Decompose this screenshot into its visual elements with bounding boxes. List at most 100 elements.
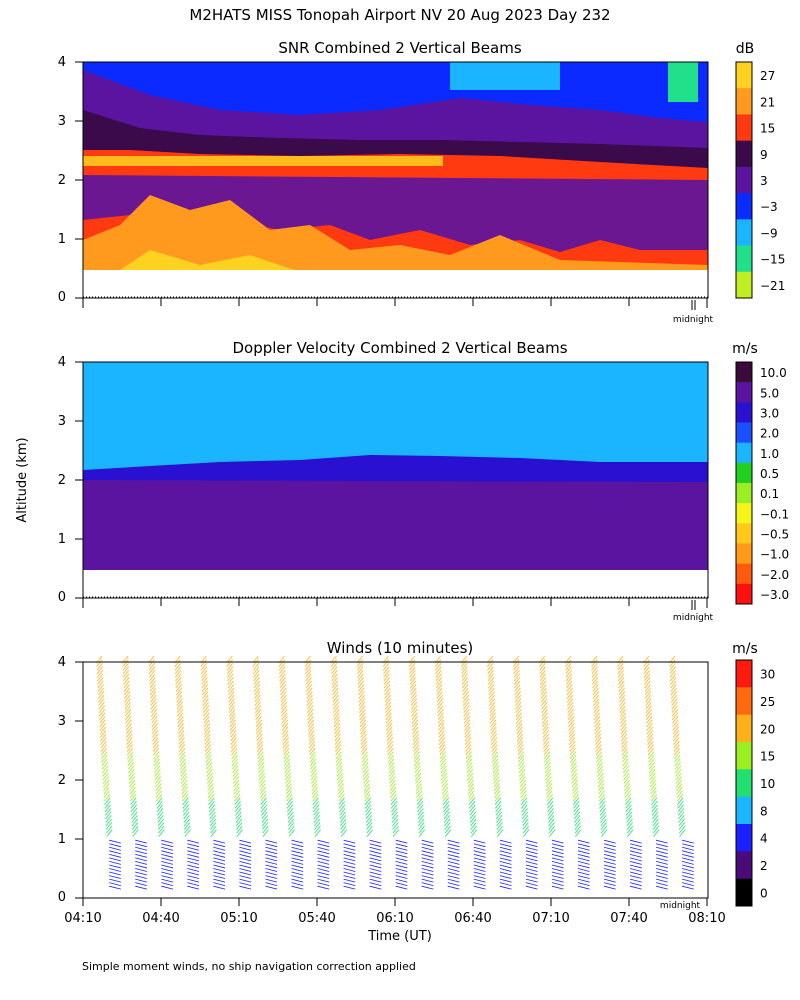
wind-barb [343,882,356,887]
wind-barb [543,737,550,745]
wind-barb [362,769,369,777]
wind-barb [541,716,549,724]
wind-barb [254,698,261,706]
wind-barb [213,864,226,869]
wind-barb [437,705,444,713]
wind-barb [447,846,460,851]
wind-barb [265,882,278,887]
wind-barb [675,776,682,784]
wind-barb [519,776,526,784]
snr-colorbar-label: 3 [760,174,768,188]
wind-barb [209,815,216,823]
wind-barb [656,868,668,872]
doppler-colorbar-swatch [736,362,752,383]
wind-barb [201,680,208,689]
snr-colorbar-swatch [736,62,752,89]
wind-barb [156,797,163,806]
wind-barb [281,708,288,717]
wind-barb [358,698,365,706]
wind-barb [278,659,285,667]
wind-barb [181,790,189,798]
wind-barb [161,864,174,869]
wind-barb [317,875,330,879]
wind-barb [656,882,668,887]
wind-barb [229,708,236,717]
wind-barb [227,670,234,678]
winds-colorbar-label: 8 [760,804,768,818]
wind-barb [213,868,226,872]
wind-barb [577,871,590,876]
wind-barb [551,857,564,862]
wind-barb [317,846,330,851]
wind-barb [127,751,134,760]
wind-barb [439,751,446,760]
wind-barb [571,776,578,784]
wind-barb [358,684,365,692]
wind-barb [343,850,356,855]
wind-barb [155,786,162,795]
wind-barb [470,829,478,837]
wind-barb [676,786,683,795]
wind-barb [130,808,138,816]
snr-colorbar-swatch [736,140,752,168]
wind-barb [369,882,382,887]
wind-barb [672,726,679,735]
wind-barb [473,871,486,876]
wind-barb [384,684,391,692]
wind-barb [600,818,607,827]
doppler-colorbar-label: −3.0 [760,588,789,602]
wind-barb [307,723,315,731]
wind-barb [306,691,313,699]
wind-barb [123,673,130,682]
wind-barb [312,793,319,802]
wind-barb [438,726,445,735]
wind-barb [307,705,314,713]
wind-barb [255,708,262,717]
wind-barb [551,850,564,855]
wind-barb [339,804,346,813]
wind-barb [100,733,107,742]
wind-barb [213,843,226,848]
wind-barb [259,786,266,795]
wind-barb [387,755,394,763]
wind-barb [232,769,239,777]
wind-barb [623,769,630,777]
wind-barb [278,662,286,671]
wind-barb [624,790,631,798]
wind-barb [213,882,226,887]
wind-barb [369,846,382,851]
wind-barb [182,804,190,813]
wind-barb [389,776,396,784]
winds-xtick-label: 04:40 [142,911,179,926]
wind-barb [548,818,555,827]
wind-barb [253,680,260,689]
wind-barb [442,790,449,798]
doppler-colorbar-swatch [736,422,752,444]
wind-barb [682,846,694,851]
wind-barb [600,822,607,830]
winds-xtick-label: 06:10 [376,911,413,926]
wind-barb [283,747,290,756]
wind-barb [603,850,616,855]
wind-barb [592,691,599,699]
wind-barb [650,783,657,791]
wind-barb [149,680,156,689]
wind-barb [239,857,252,862]
wind-barb [305,677,312,685]
wind-barb [357,673,364,682]
wind-barb [291,839,304,844]
wind-barb [99,726,106,735]
wind-barb [656,846,668,851]
winds-colorbar-label: 30 [760,668,775,682]
wind-barb [488,698,496,706]
wind-barb [213,846,226,851]
wind-barb [178,733,185,742]
wind-barb [651,801,658,809]
wind-barb [441,772,448,781]
wind-barb [417,804,424,813]
doppler-colorbar-swatch [736,583,752,605]
wind-barb [360,726,367,735]
wind-barb [128,772,135,781]
wind-barb [280,691,287,699]
wind-barb [205,762,213,770]
